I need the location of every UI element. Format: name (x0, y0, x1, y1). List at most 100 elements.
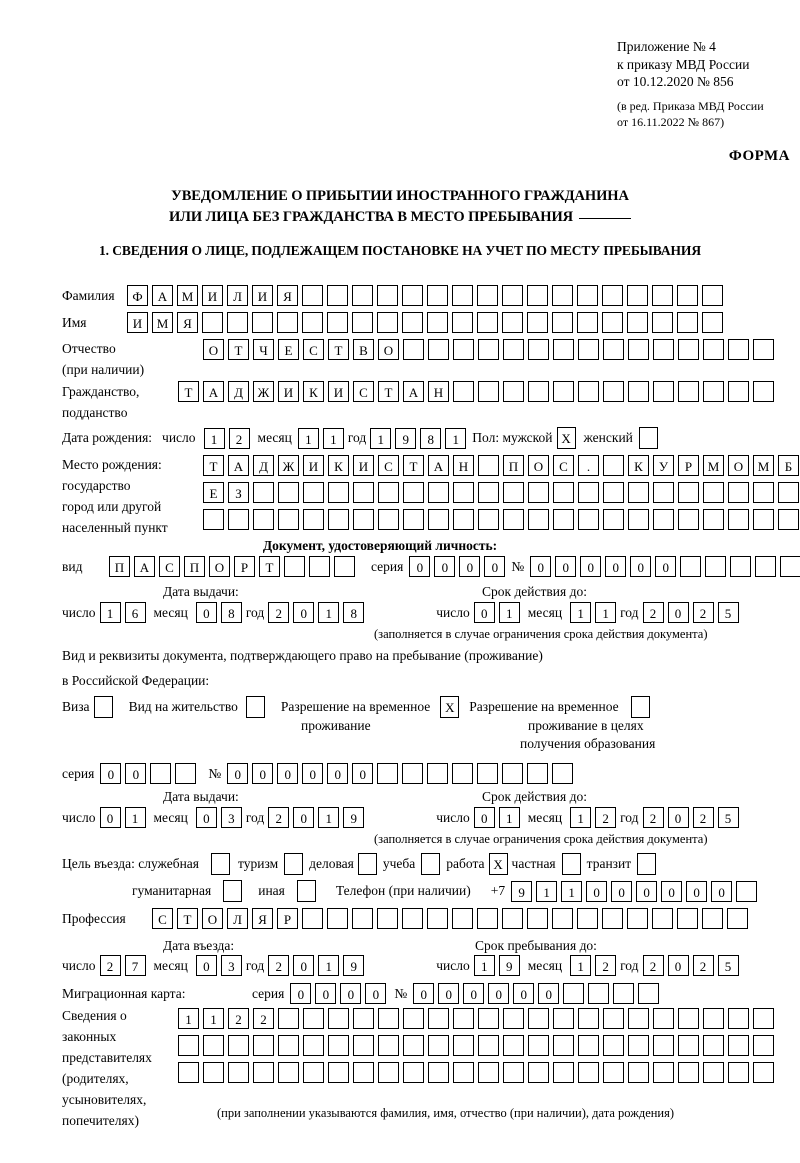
char-cell[interactable] (328, 509, 349, 530)
char-cell[interactable]: 6 (124, 602, 146, 623)
char-cell[interactable]: 0 (227, 763, 249, 784)
char-cell[interactable]: Д (228, 381, 249, 402)
char-cell[interactable]: 1 (473, 955, 495, 976)
char-cell[interactable] (528, 1062, 549, 1083)
char-cell[interactable] (678, 1035, 699, 1056)
char-cell[interactable] (427, 312, 448, 333)
char-cell[interactable]: Р (234, 556, 255, 577)
purpose-work-checkbox[interactable]: X (488, 853, 508, 875)
char-cell[interactable]: 2 (228, 1008, 249, 1029)
char-cell[interactable]: 0 (413, 983, 435, 1004)
char-cell[interactable] (678, 1008, 699, 1029)
char-cell[interactable]: Л (227, 285, 248, 306)
char-cell[interactable] (753, 482, 774, 503)
char-cell[interactable]: К (303, 381, 324, 402)
char-cell[interactable] (477, 763, 499, 784)
char-cell[interactable]: О (728, 455, 749, 476)
char-cell[interactable] (303, 509, 324, 530)
char-cell[interactable]: 0 (555, 556, 577, 577)
char-cell[interactable] (378, 1035, 399, 1056)
char-cell[interactable] (352, 908, 373, 929)
char-cell[interactable] (553, 482, 574, 503)
char-cell[interactable]: 8 (343, 602, 365, 623)
char-cell[interactable] (428, 1035, 449, 1056)
char-cell[interactable] (553, 1008, 574, 1029)
char-cell[interactable] (703, 482, 724, 503)
char-cell[interactable]: 1 (99, 602, 121, 623)
char-cell[interactable]: 0 (293, 602, 315, 623)
char-cell[interactable]: Б (778, 455, 799, 476)
char-cell[interactable] (502, 763, 524, 784)
char-cell[interactable]: 2 (595, 807, 617, 828)
char-cell[interactable]: Е (203, 482, 224, 503)
legal-rep-row-3-input[interactable] (178, 1062, 774, 1083)
char-cell[interactable]: Т (259, 556, 280, 577)
char-cell[interactable] (677, 908, 698, 929)
char-cell[interactable]: 1 (561, 880, 583, 902)
char-cell[interactable]: 0 (473, 602, 495, 623)
char-cell[interactable]: 2 (595, 955, 617, 976)
char-cell[interactable] (563, 983, 585, 1004)
char-cell[interactable]: 2 (692, 807, 714, 828)
char-cell[interactable] (578, 339, 599, 360)
char-cell[interactable] (552, 908, 573, 929)
char-cell[interactable] (703, 381, 724, 402)
char-cell[interactable] (477, 312, 498, 333)
char-cell[interactable]: 0 (252, 763, 274, 784)
char-cell[interactable] (150, 763, 172, 784)
char-cell[interactable]: 0 (513, 983, 535, 1004)
char-cell[interactable]: 0 (100, 763, 122, 784)
char-cell[interactable] (778, 482, 799, 503)
char-cell[interactable]: И (127, 312, 148, 333)
char-cell[interactable] (502, 285, 523, 306)
char-cell[interactable] (727, 908, 748, 929)
char-cell[interactable]: 2 (99, 955, 121, 976)
char-cell[interactable]: М (177, 285, 198, 306)
char-cell[interactable] (753, 1035, 774, 1056)
char-cell[interactable] (653, 1062, 674, 1083)
char-cell[interactable] (628, 1062, 649, 1083)
char-cell[interactable] (378, 1062, 399, 1083)
char-cell[interactable] (327, 312, 348, 333)
char-cell[interactable] (613, 983, 635, 1004)
char-cell[interactable]: Р (277, 908, 298, 929)
char-cell[interactable]: 0 (99, 807, 121, 828)
char-cell[interactable] (577, 908, 598, 929)
char-cell[interactable]: 0 (661, 880, 683, 902)
char-cell[interactable]: 0 (463, 983, 485, 1004)
char-cell[interactable]: 1 (595, 602, 617, 623)
char-cell[interactable] (252, 312, 273, 333)
char-cell[interactable]: Ж (278, 455, 299, 476)
char-cell[interactable] (578, 1035, 599, 1056)
char-cell[interactable]: 2 (228, 427, 250, 449)
char-cell[interactable] (528, 339, 549, 360)
char-cell[interactable]: 0 (538, 983, 560, 1004)
residence-permit-checkbox[interactable] (245, 696, 265, 718)
char-cell[interactable] (728, 1062, 749, 1083)
char-cell[interactable] (403, 1035, 424, 1056)
char-cell[interactable] (728, 339, 749, 360)
char-cell[interactable] (452, 763, 474, 784)
char-cell[interactable]: 0 (438, 983, 460, 1004)
char-cell[interactable] (428, 1062, 449, 1083)
char-cell[interactable]: Т (403, 455, 424, 476)
char-cell[interactable] (178, 1035, 199, 1056)
char-cell[interactable]: О (203, 339, 224, 360)
char-cell[interactable] (203, 509, 224, 530)
char-cell[interactable] (577, 312, 598, 333)
char-cell[interactable]: 3 (220, 807, 242, 828)
char-cell[interactable] (578, 509, 599, 530)
char-cell[interactable]: 2 (642, 807, 664, 828)
char-cell[interactable] (478, 1035, 499, 1056)
char-cell[interactable]: 0 (290, 983, 312, 1004)
char-cell[interactable]: 0 (667, 807, 689, 828)
